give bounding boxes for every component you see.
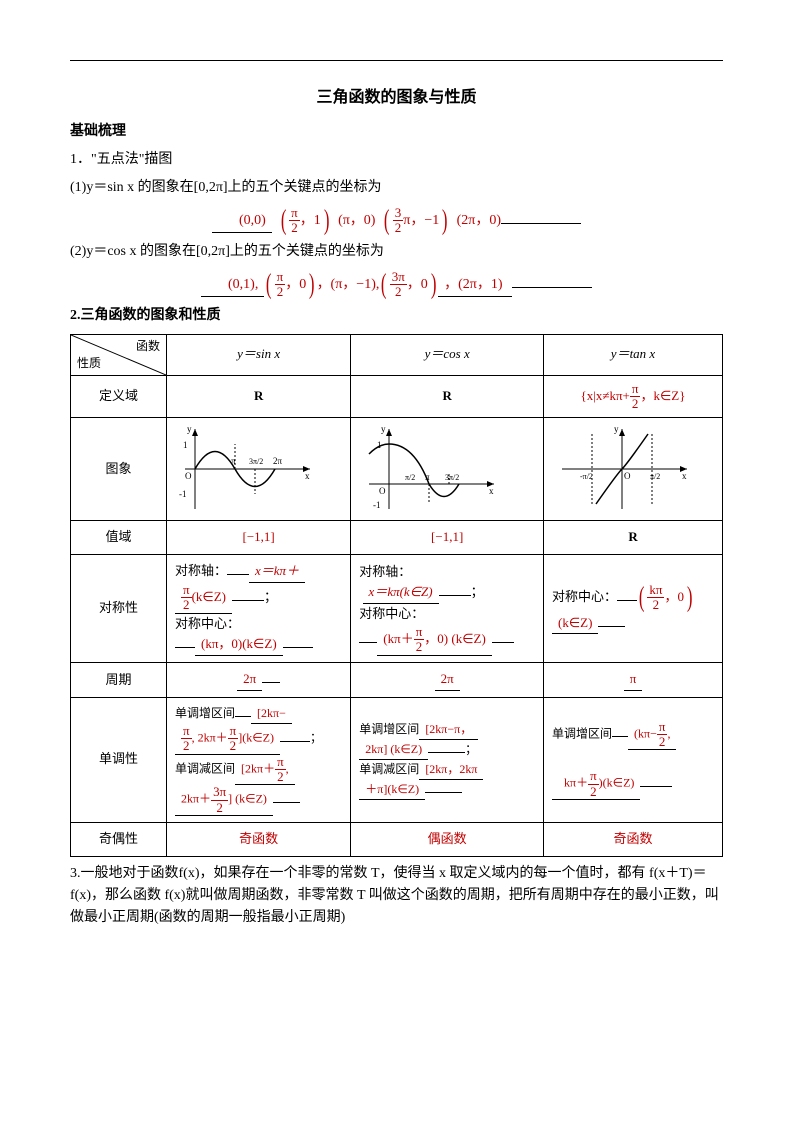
- svg-text:-1: -1: [373, 500, 381, 510]
- s1-title: 1．"五点法"描图: [70, 149, 723, 171]
- point: ，(2π，1): [438, 274, 512, 297]
- point: (2π，0): [453, 213, 501, 228]
- point: (3π2，0): [379, 270, 438, 300]
- svg-text:1: 1: [183, 440, 188, 450]
- point: (π，0): [335, 213, 376, 228]
- point: ，(π，−1),: [317, 277, 380, 292]
- row-graph: 图象 yxO1π3π/22π-1 yxO1π/2π3π/2-1 yxO-π/2π…: [71, 418, 723, 521]
- svg-text:x: x: [305, 471, 310, 481]
- svg-text:O: O: [379, 486, 386, 496]
- svg-text:O: O: [185, 471, 192, 481]
- properties-table: 函数 性质 y＝sin x y＝cos x y＝tan x 定义域 R R {x…: [70, 334, 723, 857]
- sin-points: (0,0) (π2，1) (π，0) (32π，−1) (2π，0): [70, 206, 723, 236]
- svg-text:π: π: [425, 472, 430, 482]
- cos-points: (0,1),(π2，0)，(π，−1),(3π2，0)，(2π，1): [70, 270, 723, 300]
- blank: (0,1),: [201, 274, 264, 297]
- point: (π2，0): [264, 270, 316, 300]
- svg-text:π: π: [231, 456, 236, 466]
- diag-cell: 函数 性质: [71, 334, 167, 375]
- svg-text:x: x: [489, 486, 494, 496]
- col-header: y＝tan x: [544, 334, 723, 375]
- row-symmetry: 对称性 对称轴：x＝kπ＋ π2(k∈Z)； 对称中心： (kπ，0)(k∈Z)…: [71, 555, 723, 663]
- svg-text:y: y: [614, 424, 619, 434]
- tan-graph-icon: y x O -π/2 π/2: [552, 424, 692, 514]
- row-domain: 定义域 R R {x|x≠kπ+π2，k∈Z}: [71, 375, 723, 418]
- svg-text:-1: -1: [179, 489, 187, 499]
- page: 三角函数的图象与性质 基础梳理 1．"五点法"描图 (1)y＝sin x 的图象…: [0, 0, 793, 1122]
- row-mono: 单调性 单调增区间[2kπ− π2, 2kπ＋π2](k∈Z)； 单调减区间[2…: [71, 697, 723, 822]
- header-rule: [70, 60, 723, 61]
- svg-text:-π/2: -π/2: [580, 472, 593, 481]
- svg-text:O: O: [624, 471, 631, 481]
- svg-text:π/2: π/2: [650, 472, 660, 481]
- row-parity: 奇偶性 奇函数 偶函数 奇函数: [71, 822, 723, 856]
- svg-text:1: 1: [377, 440, 382, 450]
- point: (π2，1): [275, 213, 331, 228]
- cos-graph-icon: y x O 1 π/2 π 3π/2 -1: [359, 424, 499, 514]
- blank: [501, 209, 581, 224]
- point: (32π，−1): [379, 213, 450, 228]
- s3-text: 3.一般地对于函数f(x)，如果存在一个非零的常数 T，使得当 x 取定义域内的…: [70, 863, 723, 930]
- col-header: y＝sin x: [167, 334, 351, 375]
- svg-text:3π/2: 3π/2: [249, 457, 263, 466]
- section-heading: 基础梳理: [70, 121, 723, 143]
- svg-text:x: x: [682, 471, 687, 481]
- s1-1: (1)y＝sin x 的图象在[0,2π]上的五个关键点的坐标为: [70, 177, 723, 199]
- sin-graph-icon: y x O 1 π 3π/2 2π -1: [175, 424, 315, 514]
- svg-text:π/2: π/2: [405, 473, 415, 482]
- blank: [512, 273, 592, 288]
- svg-text:3π/2: 3π/2: [445, 473, 459, 482]
- blank: (0,0): [212, 210, 272, 233]
- row-range: 值域 [−1,1] [−1,1] R: [71, 521, 723, 555]
- s2-title: 2.三角函数的图象和性质: [70, 305, 723, 327]
- svg-text:y: y: [187, 424, 192, 434]
- svg-text:y: y: [381, 424, 386, 434]
- doc-title: 三角函数的图象与性质: [70, 85, 723, 111]
- svg-text:2π: 2π: [273, 456, 283, 466]
- col-header: y＝cos x: [351, 334, 544, 375]
- row-period: 周期 2π 2π π: [71, 663, 723, 698]
- s1-2: (2)y＝cos x 的图象在[0,2π]上的五个关键点的坐标为: [70, 241, 723, 263]
